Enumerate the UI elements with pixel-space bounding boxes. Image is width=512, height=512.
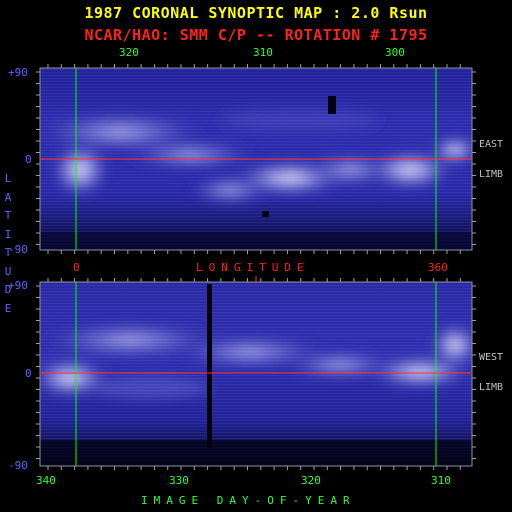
latitude-axis-label: L A T I T U D E xyxy=(2,170,14,318)
latitude-letter: U xyxy=(4,264,12,278)
latitude-letter: T xyxy=(4,209,12,222)
bottom-x-tick-310: 310 xyxy=(431,474,451,487)
east-label: EAST xyxy=(479,139,504,150)
top-y-tick-south: -90 xyxy=(8,243,28,256)
bottom-y-tick-south: -90 xyxy=(8,459,28,472)
longitude-tick-0: 0 xyxy=(73,261,80,274)
top-y-tick-equator: 0 xyxy=(25,153,32,166)
top-x-tick-320: 320 xyxy=(119,46,139,59)
day-of-year-label: IMAGE DAY-OF-YEAR xyxy=(141,494,356,507)
latitude-letter: A xyxy=(4,190,12,204)
west-limb-map xyxy=(40,282,472,466)
west-limb-label: LIMB xyxy=(479,382,504,393)
top-x-tick-300: 300 xyxy=(385,46,405,59)
frame-tick-marks xyxy=(36,64,476,470)
top-y-tick-north: +90 xyxy=(8,66,28,79)
bottom-y-tick-north: +90 xyxy=(8,279,28,292)
top-x-tick-310: 310 xyxy=(253,46,273,59)
latitude-letter: D xyxy=(4,283,12,296)
map-title: 1987 CORONAL SYNOPTIC MAP : 2.0 Rsun xyxy=(84,4,428,22)
west-label: WEST xyxy=(479,352,504,363)
latitude-letter: I xyxy=(4,227,12,241)
latitude-letter: L xyxy=(4,172,12,185)
bottom-x-tick-330: 330 xyxy=(169,474,189,487)
bottom-y-tick-equator: 0 xyxy=(25,367,32,380)
bottom-x-tick-340: 340 xyxy=(36,474,56,487)
east-limb-label: LIMB xyxy=(479,169,504,180)
longitude-tick-360: 360 xyxy=(428,261,448,274)
map-subtitle: NCAR/HAO: SMM C/P -- ROTATION # 1795 xyxy=(84,26,428,44)
longitude-label: LONGITUDE xyxy=(196,261,310,274)
bottom-x-tick-320: 320 xyxy=(301,474,321,487)
latitude-letter: T xyxy=(4,246,12,259)
latitude-letter: E xyxy=(4,301,12,315)
